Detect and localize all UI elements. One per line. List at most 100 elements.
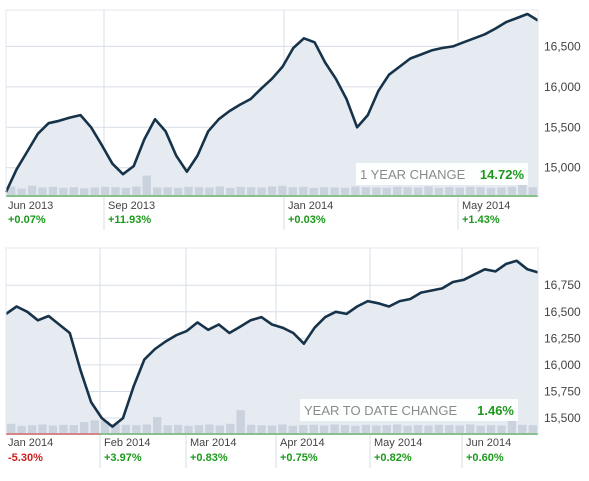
chart1-volume-bar — [142, 175, 151, 196]
chart2-volume-bar — [518, 424, 527, 434]
chart1-x-label: Jun 2013 — [8, 200, 53, 212]
chart1-volume-bar — [299, 186, 308, 196]
chart1-volume-bar — [173, 187, 183, 196]
chart2-volume-bar — [38, 424, 47, 434]
chart2-volume-bar — [309, 424, 318, 434]
chart1-volume-bar — [393, 186, 402, 196]
chart2-x-label: May 2014 — [374, 437, 422, 449]
chart2-volume-bar — [361, 424, 371, 434]
chart2-x-label: Mar 2014 — [190, 437, 236, 449]
chart2-volume-bar — [486, 425, 496, 434]
chart2-area-fill — [6, 260, 538, 434]
chart1-volume-bar — [194, 187, 204, 196]
chart1-period-change: +11.93% — [108, 214, 151, 226]
chart2-period-change: +0.82% — [374, 452, 412, 464]
chart1-volume-bar — [382, 187, 391, 196]
chart2-volume-bar — [319, 425, 329, 434]
chart1-x-label: May 2014 — [462, 200, 510, 212]
chart1-volume-bar — [267, 186, 277, 196]
chart2-volume-bar — [90, 420, 99, 434]
chart2-badge-label: YEAR TO DATE CHANGE — [304, 403, 457, 418]
chart2-volume-bar — [132, 425, 141, 434]
chart1-volume-bar — [445, 187, 454, 196]
chart1-volume-bar — [257, 187, 266, 196]
chart2-period-change: -5.30% — [8, 452, 43, 464]
chart1-price-line — [4, 12, 539, 193]
chart2-y-tick: 16,500 — [544, 305, 581, 319]
chart1-x-label: Jan 2014 — [288, 200, 333, 212]
chart2-volume-bar — [466, 424, 475, 434]
chart2-period-change: +3.97% — [104, 452, 142, 464]
chart1-volume-bar — [361, 187, 371, 196]
chart1-volume-bar — [38, 187, 47, 196]
chart2-volume-bar — [393, 424, 402, 434]
chart2-volume-bar — [278, 424, 287, 434]
chart2-change-badge — [300, 399, 518, 421]
chart1-volume-bar — [351, 186, 360, 196]
chart2-volume-bar — [424, 425, 433, 434]
chart1-change-badge — [356, 163, 528, 185]
chart2-volume-bar — [48, 425, 58, 434]
chart1-volume-bar — [100, 186, 110, 196]
chart2-volume-bar — [153, 417, 162, 434]
chart2-volume-bar — [236, 410, 245, 434]
chart1-volume-bar — [27, 185, 37, 196]
chart2-volume-bar — [7, 423, 16, 434]
chart2-volume-bar — [69, 425, 78, 434]
chart1-y-tick: 15,000 — [544, 161, 581, 175]
chart1-volume-bar — [246, 187, 256, 196]
chart1-volume-bar — [424, 186, 433, 196]
chart1-volume-bar — [69, 187, 78, 196]
chart1-badge-value: 14.72% — [480, 167, 525, 182]
chart1-volume-bar — [476, 187, 485, 196]
chart1-volume-bar — [48, 186, 58, 196]
chart2-y-tick: 15,500 — [544, 411, 581, 425]
chart1-volume-bar — [226, 187, 235, 196]
chart1-volume-bar — [413, 187, 423, 196]
chart1-volume-bar — [153, 187, 162, 196]
chart2-volume-bar — [351, 425, 360, 434]
chart2-volume-bar — [507, 413, 517, 434]
chart1-volume-bar — [132, 186, 141, 196]
chart1-volume-bar — [17, 188, 26, 196]
chart2-volume-bar — [288, 425, 297, 434]
chart2-volume-bar — [226, 423, 235, 434]
chart2-volume-bar — [173, 424, 183, 434]
chart1-volume-bar — [184, 186, 193, 196]
chart2-price-line — [5, 259, 539, 428]
chart2-period-change: +0.60% — [466, 452, 504, 464]
chart2-volume-bar — [340, 425, 350, 434]
chart2-period-change: +0.83% — [190, 452, 228, 464]
chart2-volume-bar — [121, 424, 131, 434]
chart2-volume-bar — [403, 425, 412, 434]
chart2-y-tick: 16,000 — [544, 358, 581, 372]
chart2-x-label: Feb 2014 — [104, 437, 150, 449]
chart1-volume-bar — [340, 187, 350, 196]
chart1-volume-bar — [507, 186, 517, 196]
chart1-volume-bar — [215, 186, 224, 196]
chart2-volume-bar — [27, 425, 37, 434]
chart1-volume-bar — [330, 187, 339, 196]
chart1-volume-bar — [80, 188, 89, 196]
chart2-volume-bar — [372, 425, 381, 434]
chart2-volume-bar — [299, 425, 308, 434]
chart1-volume-bar — [163, 187, 172, 196]
chart1-period-change: +0.03% — [288, 214, 326, 226]
chart2-volume-bar — [184, 425, 193, 434]
chart1-volume-bar — [319, 187, 329, 196]
chart1-volume-bar — [466, 186, 475, 196]
chart2-volume-bar — [142, 424, 151, 434]
chart1-volume-bar — [278, 185, 287, 196]
chart1-volume-bar — [59, 187, 68, 196]
chart1-volume-bar — [455, 187, 464, 196]
chart1-y-tick: 16,000 — [544, 80, 581, 94]
chart1-frame — [5, 9, 539, 197]
chart1-y-tick: 16,500 — [544, 39, 581, 53]
chart2-y-tick: 16,750 — [544, 278, 581, 292]
chart2-volume-bar — [257, 425, 266, 434]
chart2-y-tick: 16,250 — [544, 331, 581, 345]
chart2-y-tick: 15,750 — [544, 385, 581, 399]
chart2-x-label: Jan 2014 — [8, 437, 53, 449]
